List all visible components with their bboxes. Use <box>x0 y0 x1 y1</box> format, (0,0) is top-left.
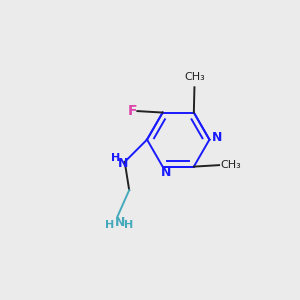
Text: N: N <box>115 216 125 229</box>
Text: H: H <box>105 220 115 230</box>
Text: H: H <box>111 153 120 163</box>
Text: H: H <box>124 220 133 230</box>
Text: F: F <box>127 104 137 118</box>
Text: N: N <box>118 157 128 170</box>
Text: CH₃: CH₃ <box>220 160 241 170</box>
Text: CH₃: CH₃ <box>184 72 205 82</box>
Text: N: N <box>160 166 171 179</box>
Text: N: N <box>212 131 222 144</box>
